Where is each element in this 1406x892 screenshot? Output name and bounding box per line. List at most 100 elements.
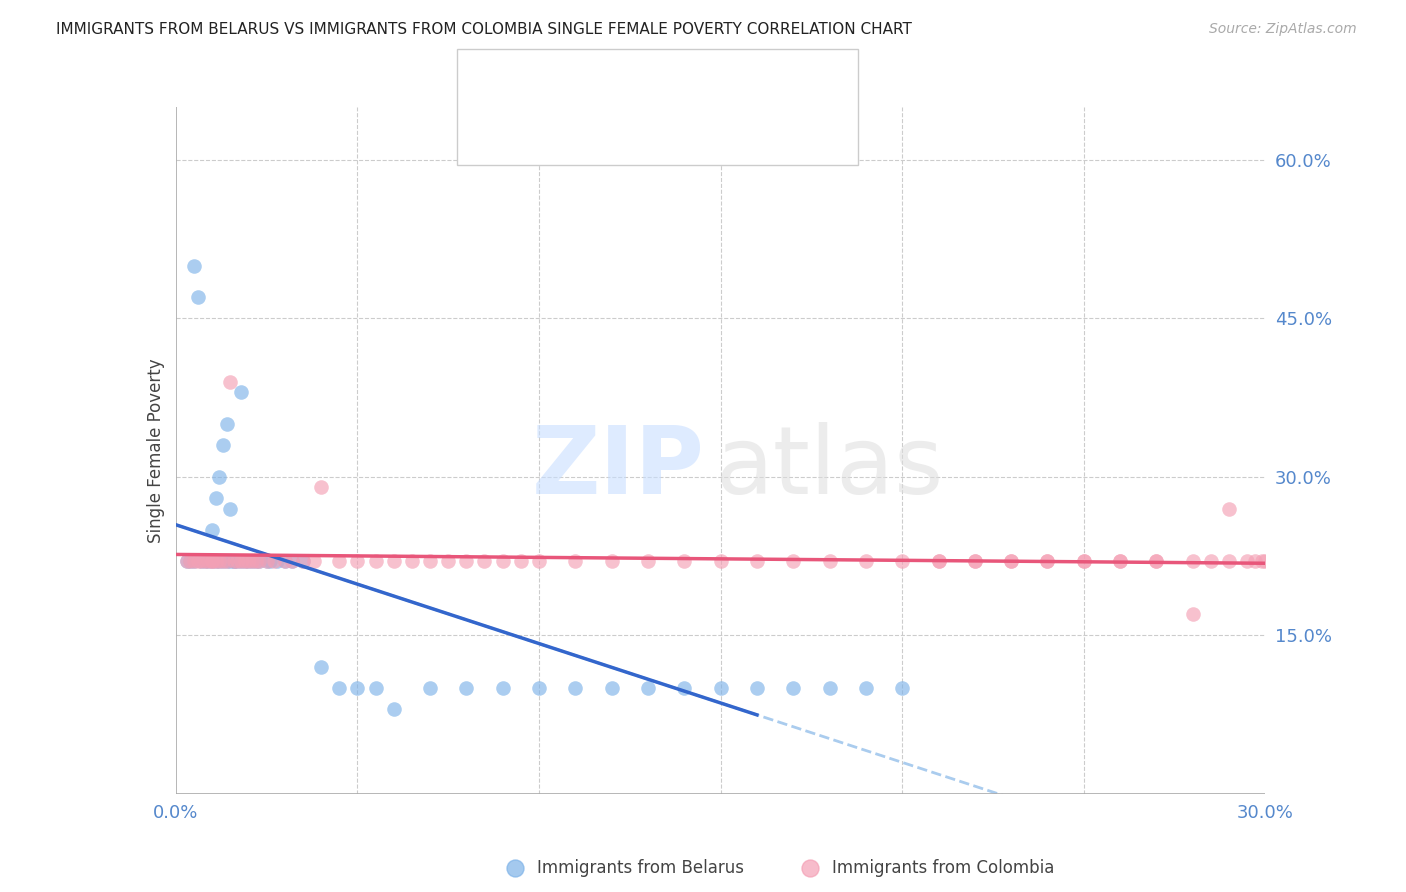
Point: [231, 385, 253, 400]
Point: [231, 554, 253, 568]
Text: atlas: atlas: [716, 422, 943, 514]
Point: [855, 554, 877, 568]
Point: [190, 554, 212, 568]
Point: [492, 681, 515, 696]
Point: [219, 554, 242, 568]
Point: [190, 554, 212, 568]
Point: [818, 681, 841, 696]
Point: [963, 554, 986, 568]
Point: [745, 681, 768, 696]
Point: [1254, 554, 1277, 568]
Point: [179, 554, 201, 568]
Point: [245, 554, 267, 568]
Point: [492, 554, 515, 568]
Point: [527, 554, 550, 568]
Point: [208, 554, 231, 568]
Point: [215, 554, 238, 568]
Point: [197, 554, 219, 568]
Point: [1036, 554, 1059, 568]
Point: [1181, 607, 1204, 622]
Point: [222, 554, 245, 568]
Point: [274, 554, 297, 568]
Point: [527, 681, 550, 696]
Point: [928, 554, 950, 568]
Point: [204, 554, 226, 568]
Text: Immigrants from Colombia: Immigrants from Colombia: [832, 859, 1054, 877]
Point: [247, 554, 270, 568]
Point: [891, 554, 914, 568]
Point: [710, 554, 733, 568]
Point: [485, 117, 508, 131]
Point: [204, 491, 226, 505]
Point: [197, 554, 219, 568]
Text: Immigrants from Belarus: Immigrants from Belarus: [537, 859, 744, 877]
Point: [291, 554, 314, 568]
Point: [600, 554, 623, 568]
Point: [1109, 554, 1132, 568]
Point: [928, 554, 950, 568]
Point: [309, 480, 332, 494]
Point: [328, 681, 350, 696]
Point: [240, 554, 263, 568]
Text: R = 0.194: R = 0.194: [520, 114, 610, 132]
Point: [600, 681, 623, 696]
Point: [226, 554, 249, 568]
Point: [212, 438, 235, 452]
Point: [1000, 554, 1022, 568]
Text: Source: ZipAtlas.com: Source: ZipAtlas.com: [1209, 22, 1357, 37]
Point: [256, 554, 278, 568]
Point: [208, 470, 231, 484]
Point: [201, 554, 224, 568]
Point: [1036, 554, 1059, 568]
Point: [201, 554, 224, 568]
Point: [274, 554, 297, 568]
Point: [266, 554, 288, 568]
Point: [183, 554, 205, 568]
Point: [231, 554, 253, 568]
Point: [233, 554, 256, 568]
Point: [963, 554, 986, 568]
Point: [176, 554, 198, 568]
Point: [219, 501, 242, 516]
Point: [219, 375, 242, 389]
Point: [212, 554, 235, 568]
Point: [1250, 554, 1272, 568]
Point: [1000, 554, 1022, 568]
Point: [194, 554, 217, 568]
Point: [419, 681, 441, 696]
Point: [183, 554, 205, 568]
Point: [1073, 554, 1095, 568]
Point: [183, 259, 205, 273]
Point: [382, 702, 405, 716]
Text: N = 74: N = 74: [661, 114, 728, 132]
Point: [382, 554, 405, 568]
Point: [215, 417, 238, 431]
Point: [1199, 554, 1222, 568]
Y-axis label: Single Female Poverty: Single Female Poverty: [146, 359, 165, 542]
Point: [855, 681, 877, 696]
Point: [281, 554, 304, 568]
Point: [782, 681, 804, 696]
Point: [194, 554, 217, 568]
Point: [247, 554, 270, 568]
Point: [346, 554, 368, 568]
Point: [201, 523, 224, 537]
Point: [637, 554, 659, 568]
Point: [238, 554, 260, 568]
Point: [176, 554, 198, 568]
Point: [818, 554, 841, 568]
Point: [799, 861, 821, 875]
Point: [474, 554, 496, 568]
Point: [1146, 554, 1168, 568]
Point: [1218, 554, 1240, 568]
Point: [509, 554, 531, 568]
Point: [782, 554, 804, 568]
Point: [263, 554, 285, 568]
Point: [437, 554, 460, 568]
Point: [673, 554, 696, 568]
Point: [891, 681, 914, 696]
Point: [240, 554, 263, 568]
Point: [346, 681, 368, 696]
Point: [179, 554, 201, 568]
Text: ZIP: ZIP: [531, 422, 704, 514]
